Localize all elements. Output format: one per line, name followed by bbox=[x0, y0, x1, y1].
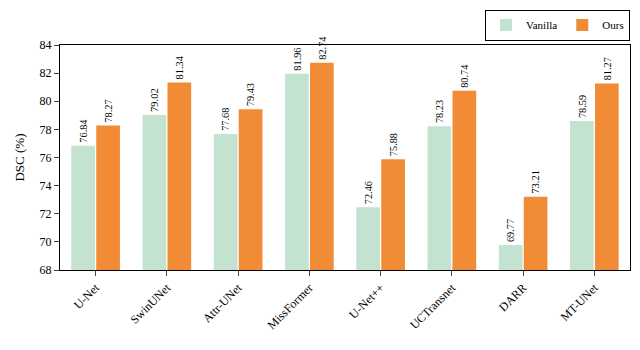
svg-text:78.27: 78.27 bbox=[103, 99, 114, 122]
svg-text:69.77: 69.77 bbox=[505, 219, 516, 242]
svg-text:78.59: 78.59 bbox=[577, 95, 588, 118]
svg-text:81.96: 81.96 bbox=[292, 47, 303, 70]
svg-text:79.43: 79.43 bbox=[245, 83, 256, 106]
svg-text:82: 82 bbox=[40, 66, 52, 80]
svg-text:U-Net++: U-Net++ bbox=[346, 281, 387, 322]
svg-text:78.23: 78.23 bbox=[434, 100, 445, 123]
svg-text:Ours: Ours bbox=[602, 19, 623, 31]
svg-text:84: 84 bbox=[40, 38, 52, 52]
svg-text:76: 76 bbox=[40, 151, 52, 165]
svg-text:82.74: 82.74 bbox=[317, 37, 328, 60]
svg-text:Attr-UNet: Attr-UNet bbox=[200, 280, 245, 325]
svg-text:Vanilla: Vanilla bbox=[526, 19, 557, 31]
svg-text:79.02: 79.02 bbox=[149, 88, 160, 112]
svg-text:74: 74 bbox=[40, 179, 52, 193]
svg-text:80.74: 80.74 bbox=[459, 65, 470, 88]
svg-text:MT-UNet: MT-UNet bbox=[558, 280, 602, 324]
svg-text:U-Net: U-Net bbox=[71, 280, 103, 312]
svg-text:77.68: 77.68 bbox=[220, 108, 231, 131]
svg-text:80: 80 bbox=[40, 94, 52, 108]
svg-text:DSC (%): DSC (%) bbox=[12, 133, 27, 181]
svg-text:72.46: 72.46 bbox=[363, 181, 374, 204]
svg-text:70: 70 bbox=[40, 235, 52, 249]
svg-text:72: 72 bbox=[40, 207, 52, 221]
svg-text:UCTransnet: UCTransnet bbox=[407, 280, 459, 332]
svg-text:73.21: 73.21 bbox=[530, 170, 541, 194]
svg-text:DARR: DARR bbox=[496, 281, 529, 314]
svg-text:75.88: 75.88 bbox=[388, 133, 399, 156]
svg-text:78: 78 bbox=[40, 123, 52, 137]
svg-text:SwinUNet: SwinUNet bbox=[128, 280, 174, 326]
svg-text:81.34: 81.34 bbox=[174, 56, 185, 79]
svg-text:76.84: 76.84 bbox=[78, 119, 89, 142]
svg-text:81.27: 81.27 bbox=[602, 57, 613, 80]
svg-text:68: 68 bbox=[40, 263, 52, 277]
svg-text:MissFormer: MissFormer bbox=[264, 281, 315, 332]
